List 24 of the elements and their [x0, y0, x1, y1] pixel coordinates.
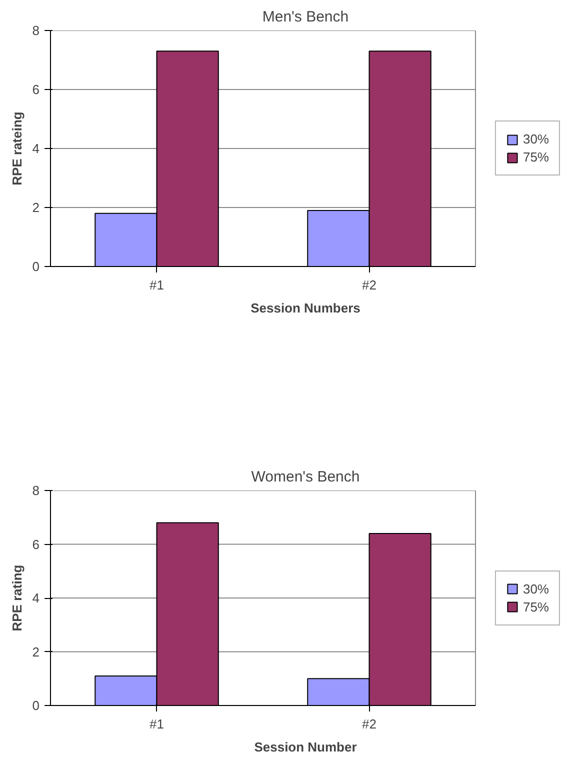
y-axis-title: RPE rating — [9, 564, 24, 632]
y-tick-label: 6 — [32, 82, 40, 97]
y-axis-title: RPE rateing — [9, 112, 24, 186]
y-tick-label: 8 — [32, 483, 40, 498]
x-tick-label: #2 — [362, 278, 376, 292]
y-tick-label: 0 — [32, 698, 40, 713]
y-tick-label: 2 — [32, 200, 40, 215]
legend-label: 30% — [522, 581, 549, 596]
legend-label: 30% — [522, 132, 549, 146]
chart-title: Women's Bench — [251, 468, 360, 486]
legend-label: 75% — [522, 150, 549, 164]
y-tick-label: 2 — [32, 644, 40, 660]
x-axis-title: Session Numbers — [250, 300, 360, 316]
x-axis-title: Session Number — [254, 740, 357, 754]
legend-label: 75% — [522, 599, 549, 614]
y-tick-label: 8 — [32, 23, 40, 38]
x-tick-label: #1 — [150, 278, 164, 292]
y-tick-label: 0 — [32, 259, 40, 274]
x-tick-label: #1 — [150, 716, 164, 732]
y-tick-label: 4 — [32, 141, 40, 156]
y-tick-label: 4 — [32, 590, 40, 606]
x-tick-label: #2 — [362, 716, 376, 732]
y-tick-label: 6 — [32, 536, 40, 552]
chart-title: Men's Bench — [262, 8, 349, 26]
